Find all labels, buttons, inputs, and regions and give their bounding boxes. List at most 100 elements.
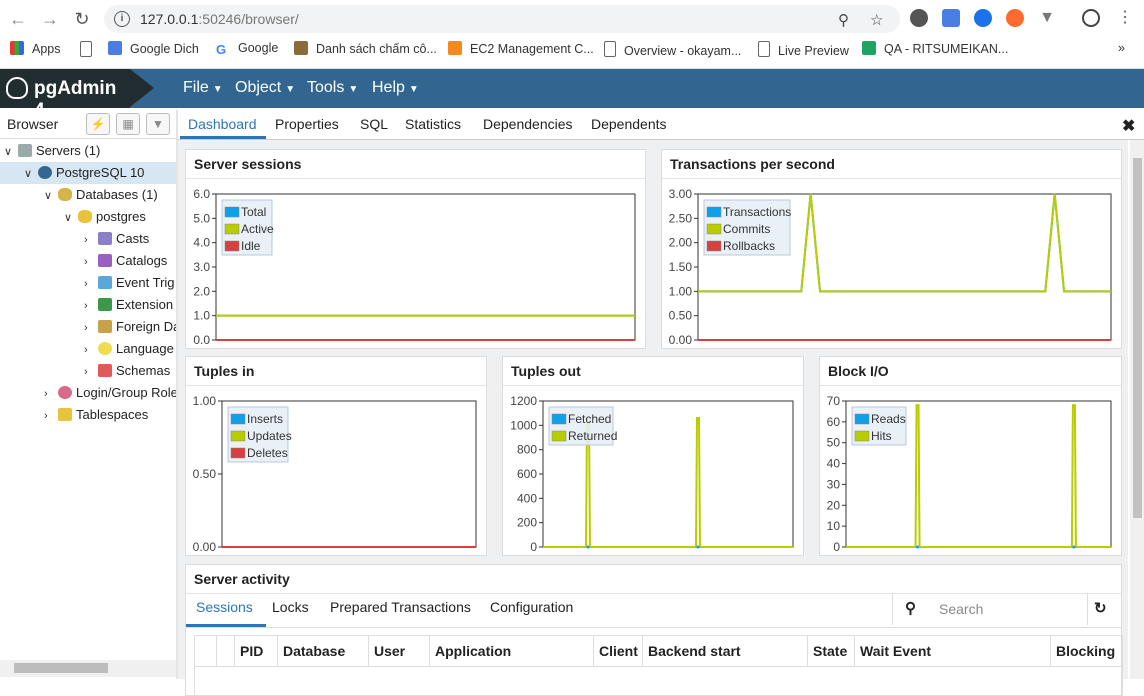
key-icon[interactable]: ⚲ — [838, 12, 849, 29]
dashboard-vertical-scrollbar[interactable] — [1130, 140, 1144, 679]
legend-swatch — [551, 430, 567, 442]
forward-icon[interactable]: → — [41, 9, 59, 29]
spike — [695, 417, 701, 548]
chevron-right-icon[interactable]: › — [84, 278, 88, 290]
legend-label: Updates — [247, 429, 292, 443]
tree-horizontal-scrollbar[interactable] — [0, 660, 176, 677]
tree-node-event-triggers[interactable]: › Event Trig — [84, 272, 175, 294]
star-icon[interactable]: ☆ — [870, 12, 884, 29]
col-pid[interactable]: PID — [235, 636, 278, 666]
col-state[interactable]: State — [808, 636, 855, 666]
chevron-down-icon[interactable]: ∨ — [4, 146, 13, 158]
bookmark-danh-sach[interactable]: Danh sách chấm cô... — [294, 41, 437, 56]
menu-object[interactable]: Object ▼ — [235, 79, 296, 96]
col-wait-event[interactable]: Wait Event — [855, 636, 1051, 666]
extension-icon-3[interactable] — [974, 9, 992, 27]
browser-chrome: ← → ↻ i 127.0.0.1:50246/browser/ ⚲ ☆ ▼ ⋮… — [0, 0, 1144, 69]
menu-file[interactable]: File ▼ — [183, 79, 223, 96]
view-data-button[interactable]: ▦ — [116, 113, 140, 135]
subtab-locks[interactable]: Locks — [272, 599, 309, 615]
active-tab-indicator — [180, 136, 266, 139]
apps-grid-icon — [10, 41, 24, 55]
address-bar[interactable]: i 127.0.0.1:50246/browser/ ⚲ ☆ — [104, 5, 900, 33]
search-box[interactable]: ⚲ Search — [892, 593, 1088, 625]
profile-icon[interactable] — [1082, 9, 1100, 27]
panel-block-io: Block I/O 70 60 50 40 30 20 10 0 Reads Hits — [819, 356, 1122, 556]
panel-splitter[interactable] — [176, 110, 178, 679]
tree-node-languages[interactable]: › Language — [84, 338, 174, 360]
tab-properties[interactable]: Properties — [275, 116, 339, 132]
bookmark-overview[interactable]: Overview - okayam... — [604, 41, 741, 58]
tab-dashboard[interactable]: Dashboard — [188, 116, 257, 132]
col-user[interactable]: User — [369, 636, 430, 666]
info-icon[interactable]: i — [114, 11, 130, 27]
subtab-sessions[interactable]: Sessions — [196, 599, 253, 615]
query-tool-button[interactable]: ⚡ — [86, 113, 110, 135]
chevron-right-icon[interactable]: › — [84, 344, 88, 356]
refresh-icon[interactable]: ↻ — [1094, 600, 1107, 617]
filter-button[interactable]: ▼ — [146, 113, 170, 135]
bookmark-ec2[interactable]: EC2 Management C... — [448, 41, 594, 56]
chevron-down-icon[interactable]: ∨ — [64, 212, 73, 224]
menu-kebab-icon[interactable]: ⋮ — [1117, 9, 1133, 26]
extension-icon-4[interactable] — [1006, 9, 1024, 27]
col-blocking[interactable]: Blocking I — [1056, 643, 1116, 659]
chevron-right-icon[interactable]: › — [84, 366, 88, 378]
bookmark-page[interactable] — [80, 41, 100, 58]
more-bookmarks[interactable]: » — [1118, 41, 1125, 55]
subtab-configuration[interactable]: Configuration — [490, 599, 574, 615]
tree-node-databases[interactable]: ∨ Databases (1) — [44, 184, 158, 206]
tab-dependencies[interactable]: Dependencies — [483, 116, 573, 132]
tree-node-catalogs[interactable]: › Catalogs — [84, 250, 167, 272]
subtab-prepared-transactions[interactable]: Prepared Transactions — [330, 599, 471, 615]
menu-tools[interactable]: Tools ▼ — [307, 79, 359, 96]
brand[interactable]: pgAdmin 4 — [0, 69, 130, 121]
chevron-right-icon[interactable]: › — [84, 300, 88, 312]
database-icon — [78, 210, 92, 223]
y-tick-label: 20 — [827, 498, 841, 512]
tab-sql[interactable]: SQL — [360, 116, 389, 132]
chart-tuples-out: 1200 1000 800 600 400 200 0 Fetched Returned — [510, 394, 794, 554]
translate-ext-icon[interactable] — [942, 9, 960, 27]
bookmark-apps[interactable]: Apps — [10, 41, 61, 56]
tab-dependents[interactable]: Dependents — [591, 116, 667, 132]
y-tick-label: 1000 — [510, 418, 537, 432]
chevron-down-icon[interactable]: ∨ — [44, 190, 53, 202]
bookmark-qa[interactable]: QA - RITSUMEIKAN... — [862, 41, 1008, 56]
tab-statistics[interactable]: Statistics — [405, 116, 462, 132]
chevron-right-icon[interactable]: › — [44, 410, 48, 422]
col-application[interactable]: Application — [430, 636, 594, 666]
tree-node-tablespaces[interactable]: › Tablespaces — [44, 404, 148, 426]
chevron-right-icon[interactable]: › — [84, 256, 88, 268]
legend-swatch — [706, 206, 722, 218]
close-icon[interactable]: ✖ — [1122, 118, 1136, 135]
reload-icon[interactable]: ↻ — [74, 9, 90, 29]
tree-node-postgresql[interactable]: ∨ PostgreSQL 10 — [0, 162, 176, 184]
back-icon[interactable]: ← — [9, 9, 27, 29]
tree-node-extensions[interactable]: › Extension — [84, 294, 173, 316]
bookmark-live-preview[interactable]: Live Preview — [758, 41, 849, 58]
extension-icon-1[interactable] — [910, 9, 928, 27]
tree-node-servers[interactable]: ∨ Servers (1) — [4, 140, 100, 162]
tree-node-postgres[interactable]: ∨ postgres — [64, 206, 146, 228]
y-tick-label: 5.0 — [193, 211, 210, 225]
menu-help[interactable]: Help ▼ — [372, 79, 419, 96]
scrollbar-thumb[interactable] — [1133, 158, 1142, 518]
scrollbar-thumb[interactable] — [14, 663, 108, 673]
tree-node-schemas[interactable]: › Schemas — [84, 360, 170, 382]
vue-ext-icon[interactable]: ▼ — [1039, 9, 1055, 26]
col-client[interactable]: Client — [594, 636, 643, 666]
chevron-down-icon[interactable]: ∨ — [24, 168, 33, 180]
y-tick-label: 3.00 — [669, 187, 693, 201]
col-backend-start[interactable]: Backend start — [643, 636, 808, 666]
col-database[interactable]: Database — [278, 636, 369, 666]
tree-node-roles[interactable]: › Login/Group Role — [44, 382, 176, 404]
tree-node-foreign-data[interactable]: › Foreign Da — [84, 316, 176, 338]
chevron-right-icon[interactable]: › — [44, 388, 48, 400]
chevron-right-icon[interactable]: › — [84, 322, 88, 334]
bookmark-google[interactable]: G Google — [216, 41, 279, 57]
chevron-right-icon[interactable]: › — [84, 234, 88, 246]
tree-node-casts[interactable]: › Casts — [84, 228, 149, 250]
bookmark-google-dich[interactable]: Google Dich — [108, 41, 199, 56]
row-select-header — [195, 636, 217, 666]
